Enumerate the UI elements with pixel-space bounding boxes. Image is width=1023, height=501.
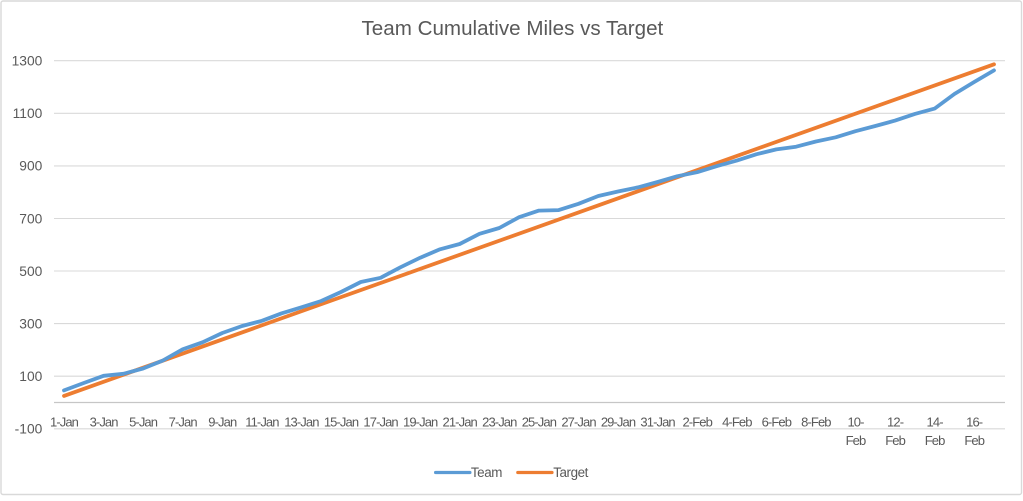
svg-text:9-Jan: 9-Jan bbox=[208, 415, 237, 430]
svg-text:500: 500 bbox=[19, 264, 42, 279]
svg-text:27-Jan: 27-Jan bbox=[561, 415, 596, 430]
svg-text:1300: 1300 bbox=[12, 54, 43, 69]
svg-text:23-Jan: 23-Jan bbox=[482, 415, 517, 430]
svg-text:700: 700 bbox=[19, 211, 42, 226]
svg-text:5-Jan: 5-Jan bbox=[129, 415, 158, 430]
svg-text:12-: 12- bbox=[887, 415, 904, 430]
svg-text:16-: 16- bbox=[966, 415, 983, 430]
svg-text:25-Jan: 25-Jan bbox=[522, 415, 557, 430]
svg-text:15-Jan: 15-Jan bbox=[324, 415, 359, 430]
svg-text:14-: 14- bbox=[927, 415, 944, 430]
svg-text:900: 900 bbox=[19, 159, 42, 174]
svg-text:29-Jan: 29-Jan bbox=[601, 415, 636, 430]
svg-text:7-Jan: 7-Jan bbox=[169, 415, 198, 430]
svg-text:Feb: Feb bbox=[964, 433, 984, 448]
svg-text:1-Jan: 1-Jan bbox=[50, 415, 79, 430]
svg-text:8-Feb: 8-Feb bbox=[801, 415, 831, 430]
svg-text:-100: -100 bbox=[15, 422, 43, 437]
svg-text:17-Jan: 17-Jan bbox=[363, 415, 398, 430]
svg-text:3-Jan: 3-Jan bbox=[90, 415, 119, 430]
svg-text:13-Jan: 13-Jan bbox=[284, 415, 319, 430]
svg-text:1100: 1100 bbox=[13, 106, 43, 121]
svg-text:Feb: Feb bbox=[885, 433, 905, 448]
svg-text:Feb: Feb bbox=[846, 433, 866, 448]
svg-text:10-: 10- bbox=[847, 415, 864, 430]
svg-text:300: 300 bbox=[19, 316, 42, 331]
svg-text:Team: Team bbox=[471, 465, 502, 480]
svg-text:100: 100 bbox=[19, 369, 42, 384]
svg-text:19-Jan: 19-Jan bbox=[403, 415, 438, 430]
svg-text:2-Feb: 2-Feb bbox=[682, 415, 712, 430]
svg-text:Target: Target bbox=[553, 465, 588, 480]
svg-text:6-Feb: 6-Feb bbox=[762, 415, 792, 430]
svg-text:Feb: Feb bbox=[925, 433, 945, 448]
svg-text:21-Jan: 21-Jan bbox=[443, 415, 478, 430]
svg-text:Team Cumulative Miles vs Targe: Team Cumulative Miles vs Target bbox=[362, 17, 664, 40]
svg-text:4-Feb: 4-Feb bbox=[722, 415, 752, 430]
svg-text:31-Jan: 31-Jan bbox=[640, 415, 675, 430]
svg-text:11-Jan: 11-Jan bbox=[245, 415, 279, 430]
